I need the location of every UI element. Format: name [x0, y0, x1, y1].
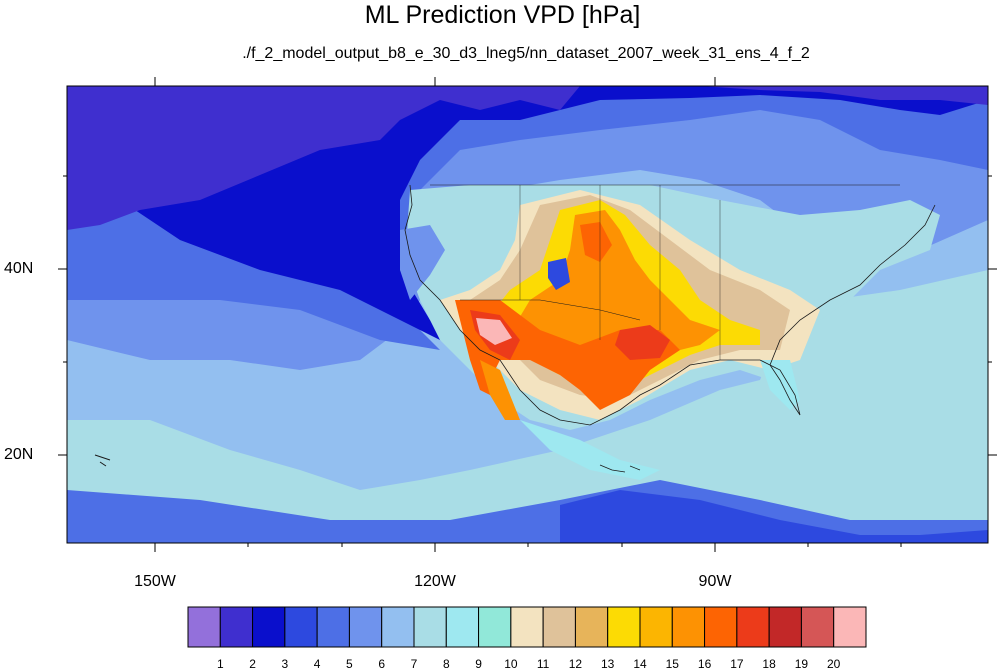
colorbar-swatch: [542, 606, 576, 648]
land-18: [615, 325, 670, 360]
land-17: [580, 222, 612, 262]
colorbar-label: 10: [504, 657, 518, 671]
colorbar-label: 9: [475, 657, 482, 671]
land-florida: [760, 360, 800, 410]
colorbar: [187, 606, 867, 648]
land-basin: [548, 258, 570, 290]
lon-label-120w: 120W: [414, 573, 456, 590]
land-20: [476, 318, 512, 345]
colorbar-label: 2: [249, 657, 256, 671]
map-title: ML Prediction VPD [hPa]: [364, 1, 641, 29]
map-subtitle: ./f_2_model_output_b8_e_30_d3_lneg5/nn_d…: [242, 45, 810, 62]
colorbar-swatch: [800, 606, 835, 648]
colorbar-swatch: [381, 606, 415, 648]
colorbar-swatch: [510, 606, 544, 648]
lat-label-20n: 20N: [4, 446, 34, 463]
colorbar-swatch: [445, 606, 480, 648]
colorbar-label: 18: [762, 657, 776, 671]
colorbar-swatch: [252, 606, 286, 648]
colorbar-label: 16: [697, 657, 712, 671]
coastlines: [94, 184, 936, 473]
colorbar-label: 17: [730, 657, 744, 671]
colorbar-label: 1: [216, 657, 224, 671]
colorbar-swatch: [316, 606, 350, 648]
colorbar-swatch: [478, 606, 512, 648]
colorbar-swatch: [833, 606, 867, 648]
vpd-field: [67, 86, 988, 543]
land-baja: [480, 360, 520, 420]
lon-label-90w: 90W: [698, 573, 732, 590]
colorbar-label: 3: [281, 657, 289, 671]
vpd-band-2b: [700, 86, 988, 105]
colorbar-label: 11: [536, 657, 550, 671]
colorbar-swatch: [413, 606, 447, 648]
colorbar-swatch: [284, 606, 318, 648]
land-mexico: [520, 420, 660, 480]
colorbar-swatch: [348, 606, 383, 648]
colorbar-label: 13: [601, 657, 615, 671]
colorbar-label: 15: [665, 657, 679, 671]
colorbar-swatch: [607, 606, 641, 648]
colorbar-swatch: [704, 606, 738, 648]
colorbar-swatch: [736, 606, 770, 648]
vpd-band-2: [67, 86, 580, 230]
colorbar-label: 20: [827, 657, 841, 671]
colorbar-swatch: [671, 606, 706, 648]
map-ticks: [58, 77, 997, 552]
colorbar-label: 5: [346, 657, 353, 671]
colorbar-swatch: [187, 606, 221, 648]
colorbar-label: 8: [442, 657, 450, 671]
colorbar-swatch: [768, 606, 802, 648]
colorbar-label: 6: [378, 657, 386, 671]
vpd-band-south2: [560, 490, 988, 543]
lat-label-40n: 40N: [4, 260, 34, 277]
lon-label-150w: 150W: [134, 573, 176, 590]
colorbar-label: 4: [313, 657, 321, 671]
colorbar-swatch: [574, 606, 609, 648]
colorbar-label: 7: [410, 657, 418, 671]
colorbar-label: 19: [794, 657, 809, 671]
colorbar-label: 14: [633, 657, 647, 671]
colorbar-swatch: [219, 606, 254, 648]
colorbar-swatch: [639, 606, 673, 648]
land-southwest: [455, 300, 680, 410]
land-coast: [400, 225, 445, 300]
colorbar-label: 12: [568, 657, 583, 671]
